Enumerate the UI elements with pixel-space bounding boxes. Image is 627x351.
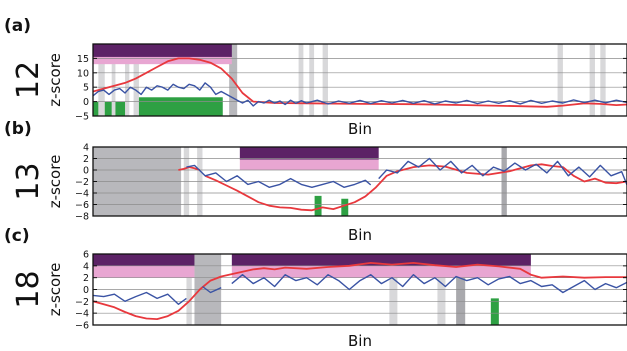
region-light-gray — [111, 44, 116, 116]
y-tick-label: −5 — [75, 112, 89, 123]
bar-pink — [231, 265, 531, 278]
y-tick-label: −4 — [75, 189, 89, 200]
series-blue-line — [93, 291, 187, 305]
x-axis-label: Bin — [348, 120, 372, 138]
series-blue-line — [202, 285, 222, 294]
plot-area — [93, 254, 627, 325]
y-tick-label: 0 — [83, 166, 89, 177]
row-label: 12 — [11, 61, 46, 99]
series-red-line — [204, 163, 627, 212]
y-tick-label: −2 — [75, 297, 89, 308]
y-tick-label: −2 — [75, 177, 89, 188]
y-tick-label: 0 — [83, 285, 89, 296]
bar-green — [314, 195, 322, 216]
panel-label: (c) — [4, 226, 30, 246]
region-light-gray — [133, 44, 139, 116]
y-tick-label: 2 — [83, 273, 89, 284]
bar-pink — [239, 159, 379, 170]
y-tick-label: 2 — [83, 154, 89, 165]
y-tick-label: −8 — [75, 212, 89, 223]
row-label: 18 — [11, 270, 46, 308]
bar-green — [490, 298, 499, 325]
region-light-gray — [98, 44, 105, 116]
region-light-gray — [589, 44, 595, 116]
bar-dark-purple — [93, 44, 232, 57]
bar-pink — [93, 265, 195, 278]
panel-label: (a) — [4, 16, 31, 36]
y-tick-label: 6 — [83, 250, 89, 261]
plot-area — [93, 44, 627, 116]
y-axis-label: z-score — [46, 155, 64, 209]
region-light-gray — [600, 44, 606, 116]
bar-green — [341, 198, 349, 216]
y-axis-label: z-score — [46, 263, 64, 317]
y-tick-label: 10 — [77, 68, 89, 79]
region-light-gray — [298, 44, 304, 116]
y-tick-label: 4 — [83, 143, 89, 154]
chart-panel-1: −5 0 5 10 15 (a) 12 z-score Bin — [4, 16, 627, 138]
bar-green — [104, 101, 112, 116]
row-label: 13 — [11, 162, 46, 200]
bar-green — [138, 97, 223, 116]
bar-dark-purple — [231, 254, 531, 266]
bar-green — [93, 101, 99, 116]
region-light-gray — [309, 44, 315, 116]
bar-dark-purple — [93, 254, 195, 266]
bar-green — [115, 101, 126, 116]
y-axis-label: z-score — [46, 53, 64, 107]
x-axis-label: Bin — [348, 332, 372, 350]
series-blue-line — [231, 274, 627, 294]
panel-label: (b) — [4, 119, 32, 139]
y-tick-label: 4 — [83, 261, 89, 272]
x-axis-label: Bin — [348, 226, 372, 244]
region-light-gray — [322, 44, 328, 116]
axes-frame — [92, 43, 627, 117]
y-tick-label: 15 — [77, 54, 89, 65]
series-blue-line — [378, 157, 627, 186]
y-tick-label: 0 — [83, 97, 89, 108]
y-tick-label: −4 — [75, 309, 89, 320]
y-tick-label: −6 — [75, 321, 89, 332]
series-red-line — [93, 57, 627, 108]
region-light-gray — [125, 44, 130, 116]
region-light-gray — [557, 44, 563, 116]
y-tick-label: −6 — [75, 200, 89, 211]
bar-pink — [93, 56, 232, 65]
plot-area — [93, 147, 627, 216]
bar-dark-purple — [239, 147, 379, 160]
y-tick-label: 5 — [83, 83, 89, 94]
series-blue-line — [186, 164, 372, 189]
series-blue-line — [93, 82, 627, 107]
series-red-line — [93, 261, 627, 321]
